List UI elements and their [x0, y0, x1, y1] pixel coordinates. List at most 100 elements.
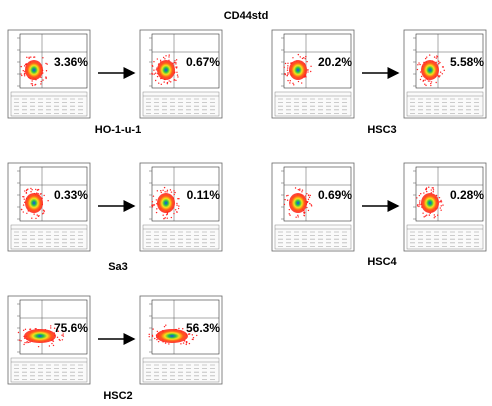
- flow-panel: 75.6%: [8, 296, 90, 384]
- flow-panel: 20.2%: [272, 30, 354, 118]
- event-dot: [304, 215, 305, 216]
- flow-panel: 0.33%: [8, 163, 90, 251]
- event-dot: [287, 195, 288, 196]
- event-dot: [168, 343, 169, 344]
- event-dot: [40, 193, 41, 194]
- event-dot: [162, 190, 163, 191]
- event-dot: [23, 211, 24, 212]
- figure-title: CD44std: [224, 10, 269, 22]
- event-dot: [434, 56, 435, 57]
- event-dot: [46, 63, 47, 64]
- event-dot: [176, 59, 177, 60]
- event-dot: [307, 71, 308, 72]
- event-dot: [26, 57, 27, 58]
- event-dot: [176, 212, 177, 213]
- event-dot: [156, 199, 157, 200]
- stats-table: [143, 358, 219, 382]
- event-dot: [442, 73, 443, 74]
- event-dot: [160, 190, 161, 191]
- event-dot: [431, 81, 432, 82]
- event-dot: [435, 82, 436, 83]
- event-dot: [44, 211, 45, 212]
- flow-panel: 56.3%: [140, 296, 222, 384]
- event-dot: [290, 80, 291, 81]
- event-dot: [18, 332, 19, 333]
- stats-table: [143, 92, 219, 116]
- event-dot: [434, 214, 435, 215]
- cell-line-label: HSC3: [367, 124, 396, 136]
- event-dot: [310, 66, 311, 67]
- event-dot: [160, 60, 161, 61]
- event-dot: [156, 208, 157, 209]
- event-dot: [417, 64, 418, 65]
- event-dot: [437, 215, 438, 216]
- event-dot: [42, 57, 43, 58]
- event-dot: [420, 79, 421, 80]
- cell-line-label: HSC4: [367, 256, 397, 268]
- event-dot: [306, 207, 307, 208]
- event-dot: [30, 56, 31, 57]
- event-dot: [171, 191, 172, 192]
- event-dot: [163, 57, 164, 58]
- event-dot: [428, 187, 429, 188]
- event-dot: [149, 336, 150, 337]
- cell-line-label: HSC2: [103, 390, 132, 402]
- event-dot: [416, 197, 417, 198]
- event-dot: [302, 58, 303, 59]
- event-dot: [425, 58, 426, 59]
- event-dot: [24, 190, 25, 191]
- event-dot: [443, 66, 444, 67]
- event-dot: [165, 217, 166, 218]
- event-dot: [287, 200, 288, 201]
- event-dot: [420, 193, 421, 194]
- event-dot: [151, 204, 152, 205]
- event-dot: [418, 62, 419, 63]
- event-dot: [434, 217, 435, 218]
- event-dot: [307, 69, 308, 70]
- event-dot: [292, 83, 293, 84]
- event-dot: [152, 204, 153, 205]
- event-dot: [153, 69, 154, 70]
- event-dot: [174, 62, 175, 63]
- event-dot: [178, 205, 179, 206]
- event-dot: [173, 213, 174, 214]
- event-dot: [437, 56, 438, 57]
- event-dot: [439, 75, 440, 76]
- event-dot: [45, 78, 46, 79]
- event-dot: [41, 81, 42, 82]
- event-dot: [175, 80, 176, 81]
- density-blob: [25, 60, 43, 80]
- event-dot: [164, 326, 165, 327]
- event-dot: [440, 209, 441, 210]
- flow-panel: 0.67%: [140, 30, 222, 118]
- event-dot: [428, 80, 429, 81]
- event-dot: [163, 218, 164, 219]
- event-dot: [168, 54, 169, 55]
- event-dot: [50, 325, 51, 326]
- flow-panel: 5.58%: [404, 30, 486, 118]
- event-dot: [51, 343, 52, 344]
- event-dot: [429, 214, 430, 215]
- event-dot: [19, 339, 20, 340]
- event-dot: [25, 64, 26, 65]
- event-dot: [155, 80, 156, 81]
- event-dot: [174, 192, 175, 193]
- event-dot: [440, 207, 441, 208]
- event-dot: [26, 213, 27, 214]
- event-dot: [178, 198, 179, 199]
- stats-table: [11, 225, 87, 249]
- percentage: 75.6%: [54, 321, 88, 335]
- flow-panel: 0.69%: [272, 163, 354, 251]
- event-dot: [32, 83, 33, 84]
- event-dot: [287, 67, 288, 68]
- event-dot: [193, 337, 194, 338]
- event-dot: [305, 58, 306, 59]
- density-blob: [421, 60, 439, 80]
- percentage: 3.36%: [54, 55, 88, 69]
- flow-panel: 0.28%: [404, 163, 486, 251]
- event-dot: [177, 74, 178, 75]
- event-dot: [426, 191, 427, 192]
- event-dot: [434, 216, 435, 217]
- event-dot: [27, 188, 28, 189]
- density-blob: [421, 193, 439, 213]
